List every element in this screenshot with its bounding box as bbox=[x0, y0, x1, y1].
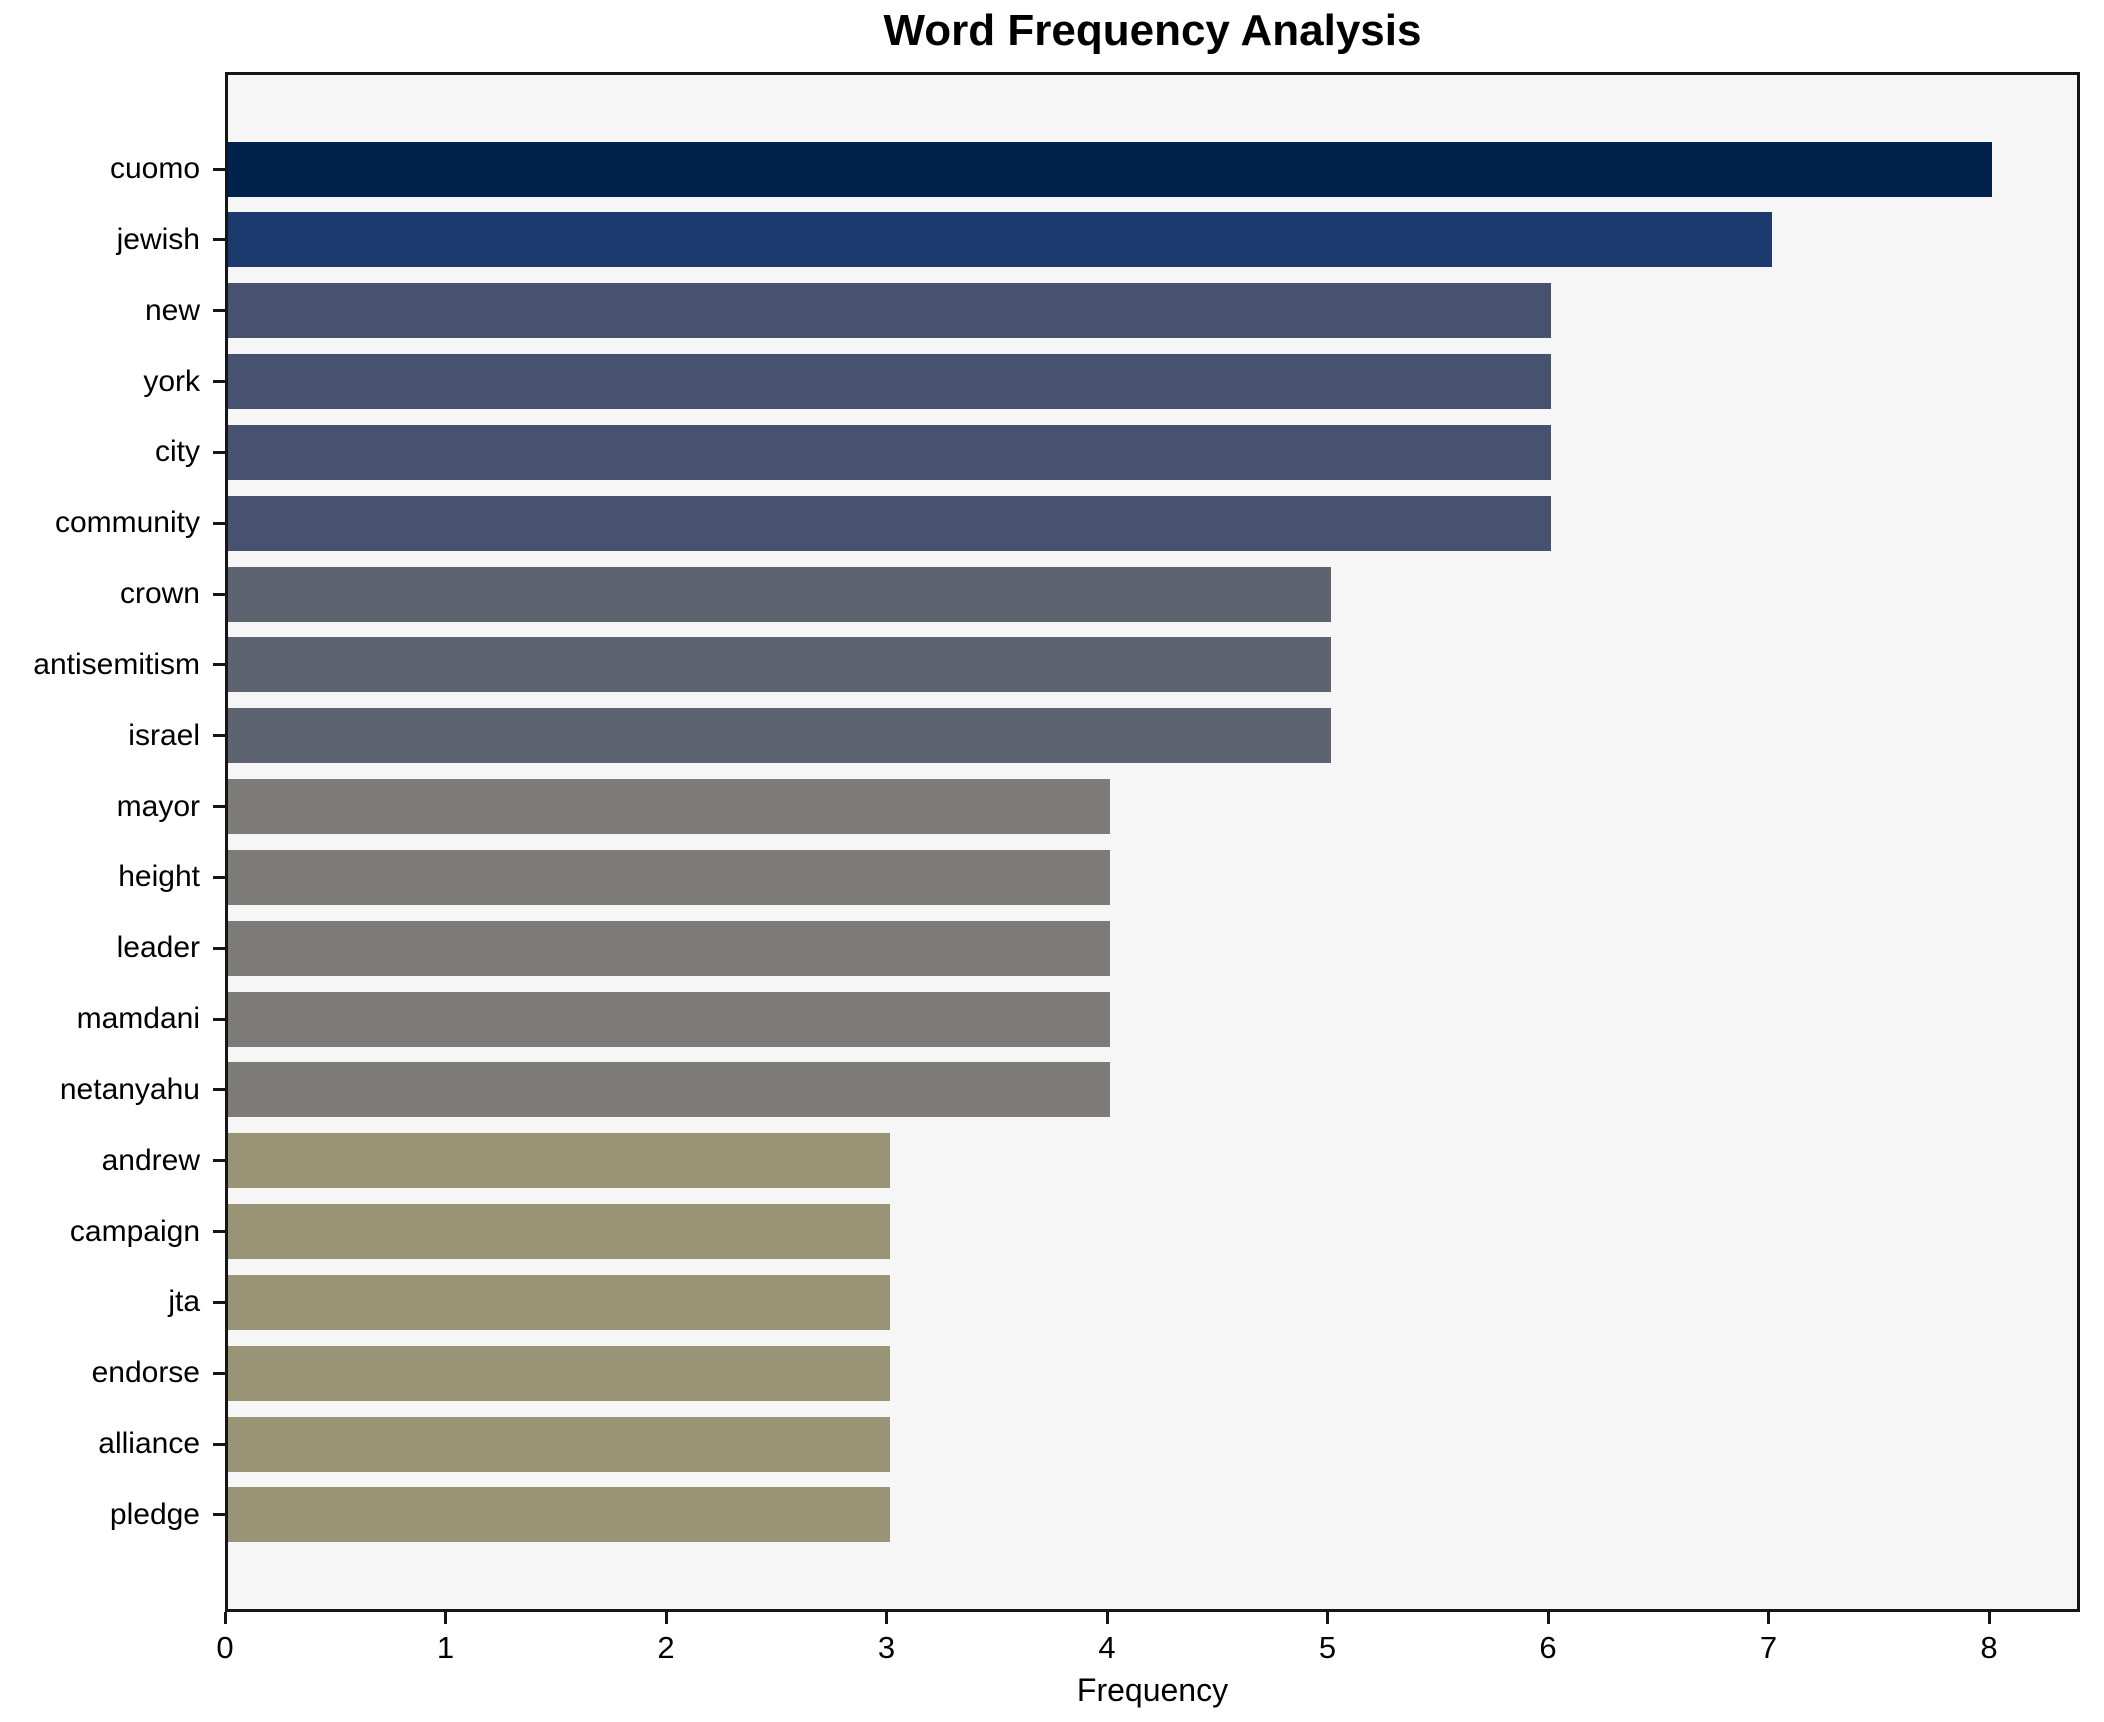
y-tick-label-israel: israel bbox=[128, 718, 200, 752]
bar-leader bbox=[228, 920, 1110, 976]
x-tick-label-8: 8 bbox=[1980, 1630, 1998, 1665]
bar-alliance bbox=[228, 1416, 890, 1472]
y-tick-mark bbox=[213, 521, 225, 525]
y-tick-mark bbox=[213, 309, 225, 313]
bar-israel bbox=[228, 708, 1331, 764]
y-tick-label-crown: crown bbox=[119, 577, 200, 611]
bar-crown bbox=[228, 566, 1331, 622]
bar-new bbox=[228, 283, 1551, 339]
y-tick-mark bbox=[213, 1442, 225, 1446]
y-tick-mark bbox=[213, 663, 225, 667]
y-tick-mark bbox=[213, 450, 225, 454]
bar-antisemitism bbox=[228, 637, 1331, 693]
x-tick-mark bbox=[1546, 1612, 1550, 1624]
y-tick-label-campaign: campaign bbox=[69, 1214, 200, 1248]
bar-height bbox=[228, 849, 1110, 905]
bar-jta bbox=[228, 1274, 890, 1330]
y-tick-label-alliance: alliance bbox=[98, 1427, 200, 1461]
y-tick-mark bbox=[213, 167, 225, 171]
bar-community bbox=[228, 495, 1551, 551]
bar-york bbox=[228, 354, 1551, 410]
bar-mayor bbox=[228, 779, 1110, 835]
x-tick-label-6: 6 bbox=[1539, 1630, 1557, 1665]
y-tick-label-new: new bbox=[144, 293, 200, 327]
y-tick-label-andrew: andrew bbox=[101, 1143, 200, 1177]
y-tick-mark bbox=[213, 1371, 225, 1375]
y-tick-label-york: york bbox=[143, 364, 200, 398]
y-tick-mark bbox=[213, 592, 225, 596]
x-axis-title: Frequency bbox=[1076, 1672, 1229, 1708]
bar-jewish bbox=[228, 212, 1772, 268]
x-tick-mark bbox=[1105, 1612, 1109, 1624]
y-tick-label-mamdani: mamdani bbox=[76, 1002, 200, 1036]
y-tick-mark bbox=[213, 380, 225, 384]
y-tick-label-cuomo: cuomo bbox=[109, 152, 200, 185]
x-tick-mark bbox=[1987, 1612, 1991, 1624]
y-tick-label-leader: leader bbox=[116, 931, 200, 965]
y-tick-label-jewish: jewish bbox=[116, 222, 200, 256]
y-tick-label-height: height bbox=[118, 860, 200, 894]
y-tick-label-pledge: pledge bbox=[109, 1497, 200, 1531]
y-tick-mark bbox=[213, 875, 225, 879]
x-tick-mark bbox=[223, 1612, 227, 1624]
x-tick-label-5: 5 bbox=[1318, 1630, 1337, 1665]
y-tick-label-mayor: mayor bbox=[116, 789, 200, 823]
x-tick-mark bbox=[1326, 1612, 1329, 1624]
x-tick-label-4: 4 bbox=[1098, 1630, 1116, 1665]
y-tick-label-antisemitism: antisemitism bbox=[33, 647, 200, 681]
y-tick-mark bbox=[213, 238, 225, 242]
plot-area bbox=[225, 72, 2080, 1612]
y-tick-mark bbox=[213, 805, 225, 809]
y-tick-mark bbox=[213, 734, 225, 738]
x-tick-label-7: 7 bbox=[1759, 1630, 1778, 1665]
y-tick-label-endorse: endorse bbox=[91, 1356, 200, 1390]
y-tick-label-city: city bbox=[155, 435, 200, 469]
bar-cuomo bbox=[228, 141, 1992, 197]
y-tick-mark bbox=[213, 1300, 225, 1304]
y-tick-mark bbox=[213, 946, 225, 950]
y-tick-mark bbox=[213, 1088, 225, 1092]
y-tick-label-jta: jta bbox=[168, 1285, 200, 1319]
bar-pledge bbox=[228, 1487, 890, 1543]
bar-netanyahu bbox=[228, 1062, 1110, 1118]
y-tick-label-community: community bbox=[54, 506, 200, 540]
bar-andrew bbox=[228, 1133, 890, 1189]
y-tick-mark bbox=[213, 1017, 225, 1021]
x-tick-mark bbox=[1767, 1612, 1770, 1624]
bar-mamdani bbox=[228, 991, 1110, 1047]
y-tick-label-netanyahu: netanyahu bbox=[59, 1072, 200, 1106]
x-tick-label-1: 1 bbox=[436, 1630, 455, 1665]
x-tick-mark bbox=[664, 1612, 668, 1624]
bar-campaign bbox=[228, 1204, 890, 1260]
bar-endorse bbox=[228, 1345, 890, 1401]
y-tick-mark bbox=[213, 1230, 225, 1234]
y-tick-mark bbox=[213, 1513, 225, 1517]
x-tick-label-3: 3 bbox=[877, 1630, 896, 1665]
x-tick-label-2: 2 bbox=[657, 1630, 675, 1665]
y-tick-mark bbox=[213, 1159, 225, 1163]
x-tick-mark bbox=[444, 1612, 447, 1624]
x-tick-label-0: 0 bbox=[216, 1630, 234, 1665]
bar-city bbox=[228, 424, 1551, 480]
x-tick-mark bbox=[885, 1612, 888, 1624]
chart-title: Word Frequency Analysis bbox=[883, 6, 1422, 55]
